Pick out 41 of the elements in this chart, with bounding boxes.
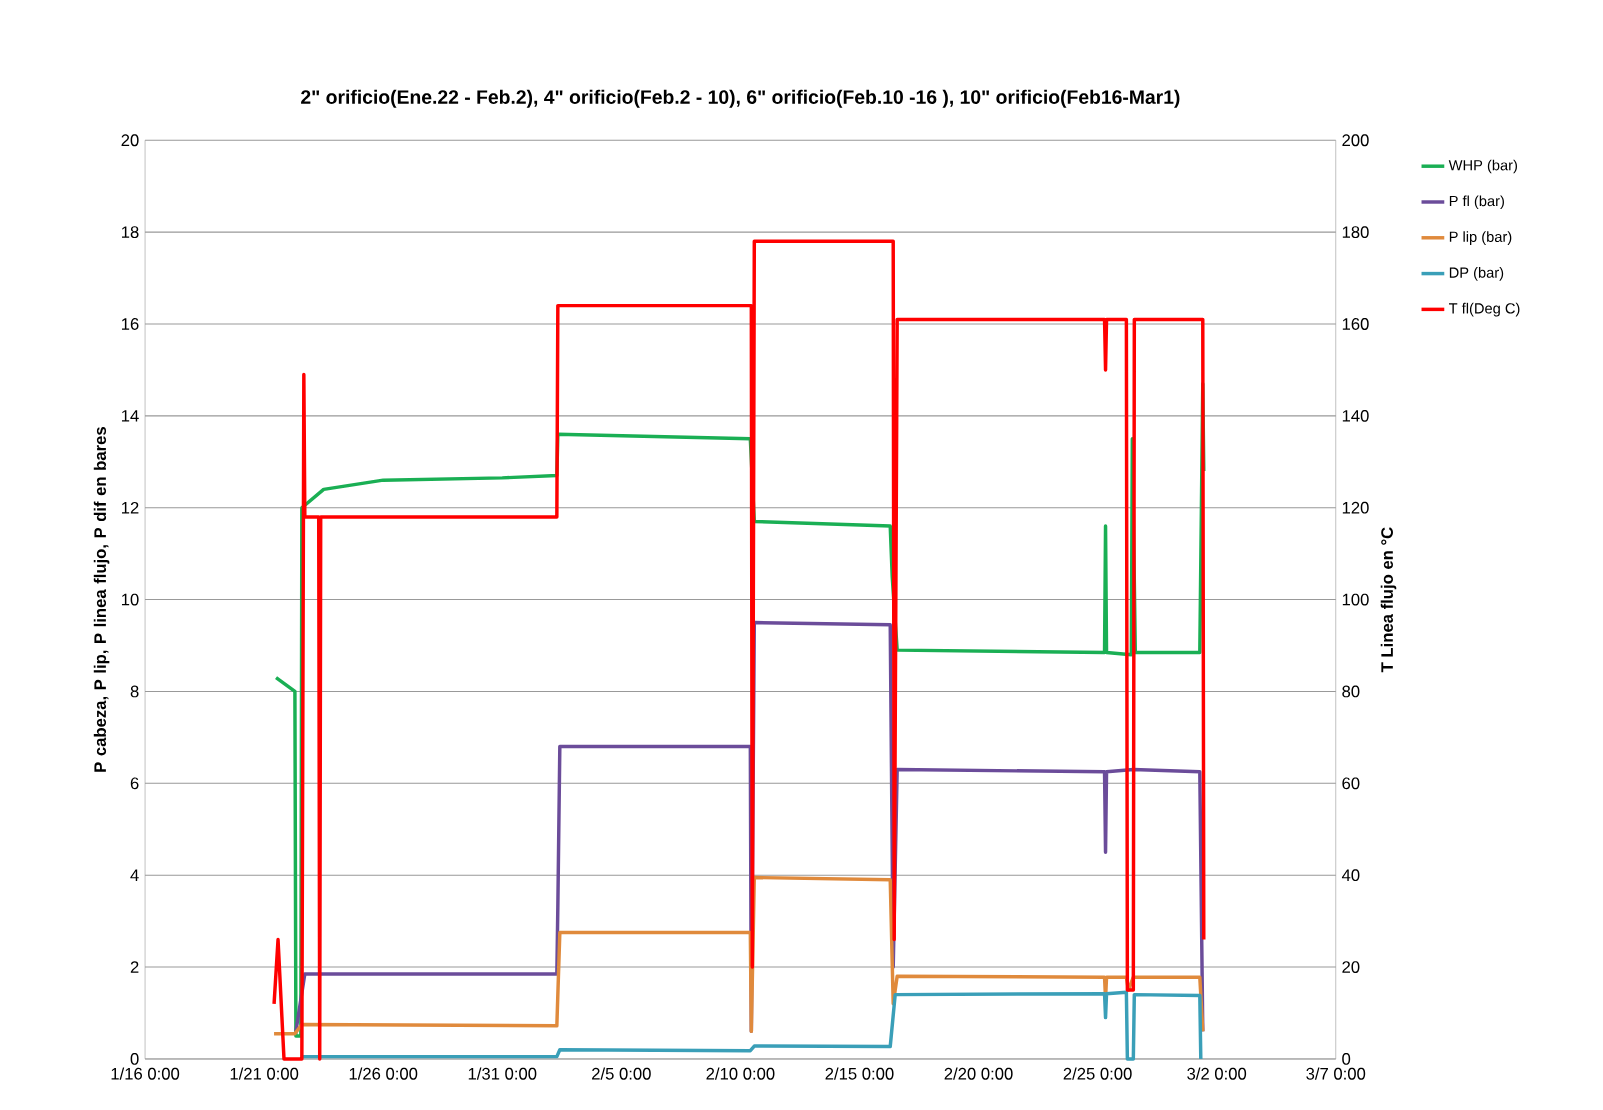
- legend-label: T fl(Deg C): [1449, 302, 1520, 317]
- legend-label: DP (bar): [1449, 267, 1504, 281]
- y2-tick-label: 20: [1342, 961, 1360, 973]
- x-tick-label: 1/21 0:00: [230, 1067, 299, 1080]
- y2-tick-label: 60: [1342, 777, 1360, 790]
- y2-tick-label: 40: [1341, 869, 1360, 882]
- legend-label: WHP (bar): [1448, 159, 1517, 174]
- y2-tick-label: 100: [1342, 593, 1369, 606]
- chart-title: 2" orificio(Ene.22 - Feb.2), 4" orificio(Feb.2 - 10), 6" orificio(Feb.10 -16 ), 10" orificio(Feb16-Mar1): [301, 89, 1180, 108]
- y-tick-label: 8: [130, 685, 139, 698]
- legend-label: P lip (bar): [1449, 231, 1512, 245]
- y-tick-label: 18: [121, 226, 139, 239]
- x-tick-label: 1/26 0:00: [349, 1067, 418, 1080]
- y-tick-label: 0: [130, 1053, 139, 1065]
- x-tick-label: 2/20 0:00: [944, 1067, 1013, 1080]
- y-tick-label: 6: [130, 777, 139, 790]
- y2-axis-title: T Linea flujo en °C: [1380, 527, 1397, 673]
- x-tick-label: 2/25 0:00: [1063, 1067, 1132, 1080]
- y-tick-label: 12: [121, 501, 139, 514]
- y2-tick-label: 160: [1342, 318, 1369, 330]
- x-tick-label: 3/7 0:00: [1306, 1067, 1366, 1080]
- x-tick-label: 2/15 0:00: [825, 1067, 894, 1080]
- legend-label: P fl (bar): [1449, 195, 1504, 210]
- x-tick-label: 1/31 0:00: [468, 1067, 537, 1080]
- x-tick-label: 2/5 0:00: [592, 1067, 651, 1080]
- y-axis-title: P cabeza, P lip, P linea flujo, P dif en bares: [93, 427, 110, 772]
- x-tick-label: 1/16 0:00: [111, 1067, 180, 1080]
- y2-tick-label: 120: [1342, 501, 1369, 514]
- y-tick-label: 2: [130, 961, 139, 973]
- y-tick-label: 14: [121, 410, 139, 422]
- x-tick-label: 3/2 0:00: [1187, 1067, 1247, 1080]
- y2-tick-label: 200: [1342, 134, 1369, 147]
- y-tick-label: 16: [121, 318, 139, 330]
- y2-tick-label: 180: [1342, 226, 1369, 239]
- y-tick-label: 20: [121, 134, 139, 147]
- y2-tick-label: 0: [1342, 1053, 1351, 1065]
- y-tick-label: 4: [130, 869, 139, 881]
- y-tick-label: 10: [121, 593, 139, 606]
- x-tick-label: 2/10 0:00: [706, 1067, 775, 1080]
- y2-tick-label: 140: [1342, 409, 1369, 422]
- y2-tick-label: 80: [1342, 685, 1360, 698]
